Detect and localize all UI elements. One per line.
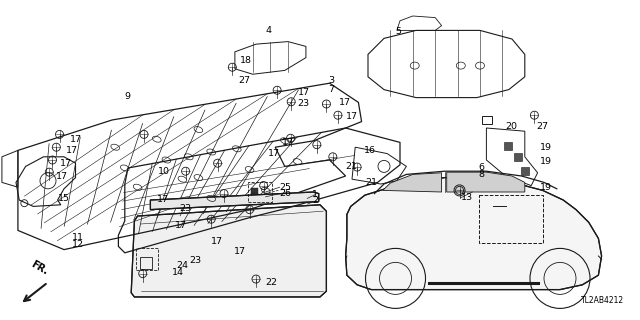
Text: 23: 23: [298, 99, 310, 108]
Text: 20: 20: [506, 122, 518, 131]
Polygon shape: [447, 172, 525, 192]
Text: 26: 26: [280, 189, 292, 198]
Text: 17: 17: [66, 146, 78, 155]
Text: 17: 17: [60, 159, 72, 168]
Text: 6: 6: [478, 163, 484, 172]
Text: 13: 13: [461, 193, 473, 202]
Bar: [482, 116, 492, 124]
Bar: [479, 195, 543, 243]
Text: 7: 7: [328, 85, 334, 94]
Text: 1: 1: [312, 190, 318, 199]
Text: 5: 5: [395, 28, 401, 36]
Text: 17: 17: [56, 172, 68, 181]
Text: 16: 16: [364, 146, 376, 155]
Bar: [248, 181, 273, 202]
Bar: [504, 141, 511, 149]
Text: 25: 25: [280, 183, 292, 192]
Text: 4: 4: [266, 26, 271, 35]
Text: 19: 19: [540, 183, 552, 192]
Text: 19: 19: [540, 143, 552, 152]
Text: 17: 17: [268, 149, 280, 158]
Text: TL2AB4212: TL2AB4212: [581, 296, 624, 305]
Text: 18: 18: [240, 56, 252, 65]
Text: 17: 17: [346, 112, 358, 121]
Bar: [140, 257, 152, 269]
Text: 23: 23: [179, 204, 191, 213]
Bar: [136, 248, 158, 270]
Text: 22: 22: [266, 278, 278, 287]
Text: 17: 17: [282, 138, 294, 147]
Text: 27: 27: [239, 76, 251, 85]
Text: 23: 23: [189, 256, 201, 265]
Text: 10: 10: [157, 167, 170, 176]
Text: 17: 17: [298, 88, 310, 97]
Polygon shape: [150, 192, 319, 210]
Text: 2: 2: [312, 196, 318, 205]
Text: 21: 21: [365, 178, 377, 187]
Text: 17: 17: [211, 237, 223, 246]
Polygon shape: [383, 173, 442, 192]
Text: 24: 24: [176, 261, 188, 270]
Text: 3: 3: [328, 76, 335, 85]
Text: 15: 15: [58, 194, 70, 203]
Text: 9: 9: [125, 92, 131, 101]
Text: 11: 11: [72, 233, 84, 242]
Text: 12: 12: [72, 240, 84, 249]
Text: 17: 17: [70, 135, 83, 144]
Polygon shape: [131, 205, 326, 297]
Text: 17: 17: [339, 98, 351, 107]
Bar: [251, 193, 258, 199]
Text: 17: 17: [157, 195, 169, 204]
Text: 17: 17: [175, 221, 187, 230]
Text: FR.: FR.: [29, 259, 50, 277]
Text: 8: 8: [478, 170, 484, 179]
Bar: [521, 167, 529, 175]
Text: 14: 14: [172, 268, 184, 277]
Bar: [251, 188, 258, 194]
Bar: [515, 153, 522, 161]
Text: 17: 17: [234, 247, 246, 256]
Polygon shape: [346, 178, 602, 290]
Text: 27: 27: [536, 122, 548, 131]
Text: 19: 19: [540, 157, 552, 166]
Text: 21: 21: [346, 162, 358, 171]
